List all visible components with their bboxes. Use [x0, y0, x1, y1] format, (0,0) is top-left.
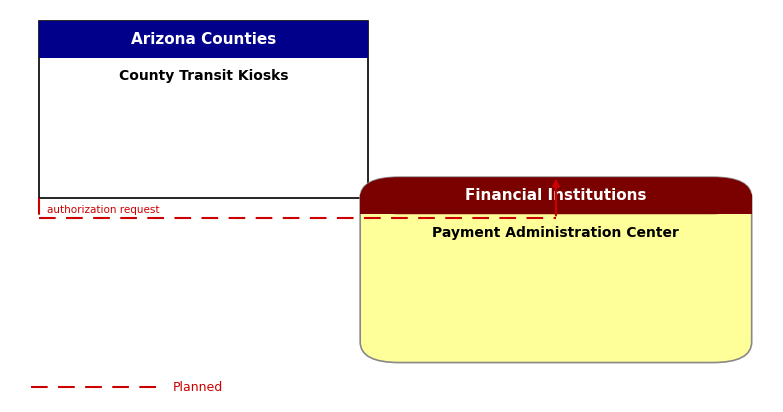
Bar	[39, 21, 368, 198]
Text: County Transit Kiosks: County Transit Kiosks	[119, 69, 288, 83]
FancyBboxPatch shape	[360, 177, 752, 214]
Text: authorization request: authorization request	[47, 205, 160, 215]
FancyBboxPatch shape	[360, 177, 752, 363]
Text: Financial Institutions: Financial Institutions	[465, 188, 647, 203]
Bar	[39, 21, 368, 58]
Text: Payment Administration Center: Payment Administration Center	[432, 226, 680, 240]
Text: Planned: Planned	[172, 381, 222, 394]
Bar	[360, 194, 752, 214]
Text: Arizona Counties: Arizona Counties	[131, 32, 276, 47]
